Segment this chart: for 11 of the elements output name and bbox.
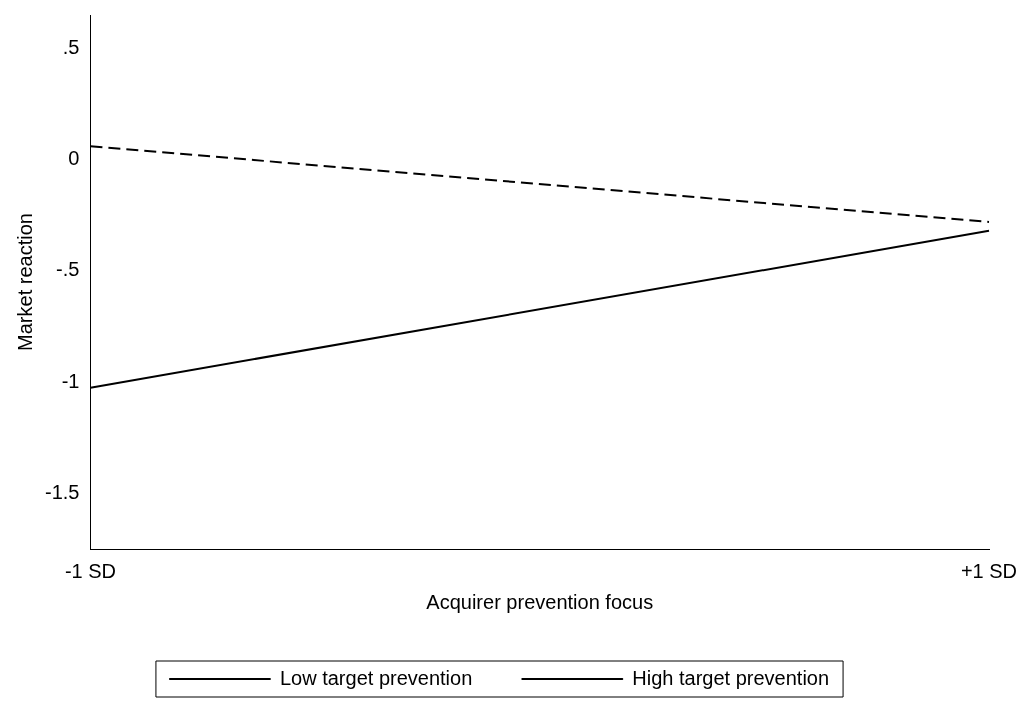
y-tick-label: .5 — [62, 35, 80, 58]
x-axis-title: Acquirer prevention focus — [426, 590, 654, 613]
x-tick-label: +1 SD — [960, 559, 1018, 582]
legend-label: High target prevention — [632, 666, 830, 689]
y-tick-label: -.5 — [56, 258, 80, 281]
y-axis-title: Market reaction — [13, 213, 36, 351]
y-tick-label: -1 — [61, 369, 80, 392]
x-tick-label: -1 SD — [64, 559, 117, 582]
legend-label: Low target prevention — [279, 666, 473, 689]
y-tick-label: -1.5 — [44, 480, 80, 503]
y-tick-label: 0 — [68, 147, 80, 170]
